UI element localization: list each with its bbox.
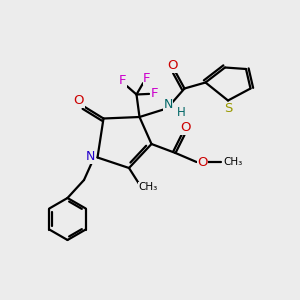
Text: O: O: [73, 94, 84, 107]
Text: CH₃: CH₃: [223, 157, 242, 167]
Text: O: O: [197, 156, 208, 169]
Text: CH₃: CH₃: [139, 182, 158, 193]
Text: N: N: [163, 98, 173, 112]
Text: O: O: [181, 121, 191, 134]
Text: S: S: [224, 102, 233, 116]
Text: O: O: [167, 59, 178, 72]
Text: F: F: [119, 74, 127, 88]
Text: F: F: [143, 71, 151, 85]
Text: N: N: [86, 150, 96, 164]
Text: H: H: [177, 106, 186, 119]
Text: F: F: [151, 86, 158, 100]
